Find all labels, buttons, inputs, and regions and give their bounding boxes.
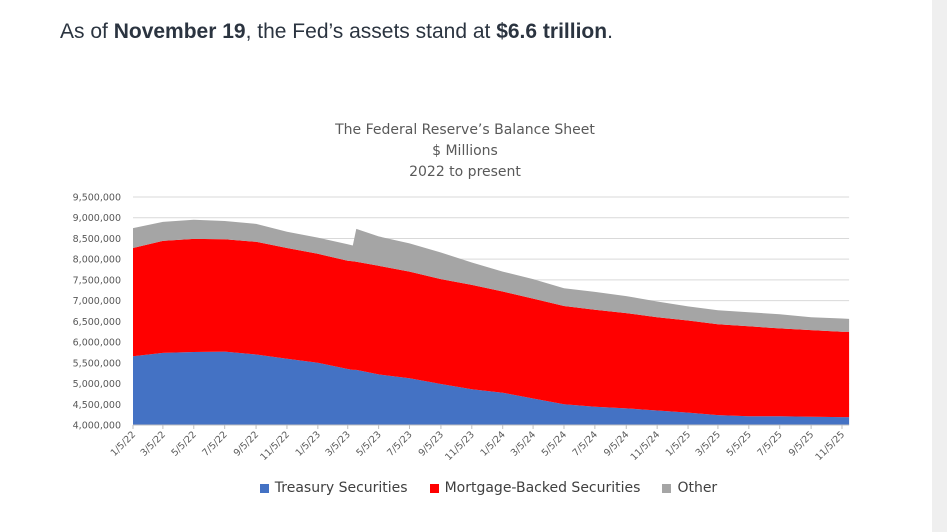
x-tick-label: 7/5/22 <box>200 429 229 458</box>
x-tick-label: 3/5/25 <box>694 429 723 458</box>
y-tick-label: 4,000,000 <box>73 421 121 432</box>
x-tick-label: 11/5/25 <box>813 429 847 463</box>
x-tick-label: 3/5/23 <box>323 429 352 458</box>
x-tick-label: 11/5/22 <box>258 429 292 463</box>
legend-item-other: Other <box>662 480 717 496</box>
x-tick-label: 9/5/25 <box>787 429 816 458</box>
chart-subtitle-units: $ Millions <box>432 143 498 159</box>
chart-subtitle-range: 2022 to present <box>409 164 521 180</box>
y-tick-label: 5,500,000 <box>73 358 121 369</box>
y-tick-label: 5,000,000 <box>73 379 121 390</box>
x-tick-label: 5/5/25 <box>725 429 754 458</box>
legend-swatch <box>662 483 672 493</box>
x-tick-label: 1/5/22 <box>109 429 138 458</box>
y-tick-label: 7,000,000 <box>73 296 121 307</box>
side-strip <box>932 0 947 532</box>
y-tick-label: 4,500,000 <box>73 400 121 411</box>
y-tick-label: 8,000,000 <box>73 255 121 266</box>
x-tick-label: 5/5/22 <box>169 429 198 458</box>
y-tick-label: 6,500,000 <box>73 317 121 328</box>
x-tick-label: 3/5/24 <box>509 429 538 458</box>
legend-label: Treasury Securities <box>274 480 408 496</box>
y-tick-label: 9,500,000 <box>73 193 121 204</box>
legend-label: Other <box>677 480 718 496</box>
x-tick-label: 7/5/25 <box>755 429 784 458</box>
x-tick-label: 9/5/22 <box>232 429 261 458</box>
x-tick-label: 1/5/24 <box>478 429 507 458</box>
x-tick-label: 9/5/23 <box>417 429 446 458</box>
legend-label: Mortgage-Backed Securities <box>444 480 641 496</box>
area-mortgage-backed-securities <box>133 238 850 418</box>
headline-suffix: . <box>607 20 613 43</box>
x-tick-label: 9/5/24 <box>602 429 631 458</box>
legend: Treasury Securities Mortgage-Backed Secu… <box>0 480 947 496</box>
x-tick-label: 5/5/24 <box>540 429 569 458</box>
headline-amount: $6.6 trillion <box>496 20 608 43</box>
y-tick-label: 7,500,000 <box>73 275 121 286</box>
x-tick-label: 3/5/22 <box>139 429 168 458</box>
legend-item-treasury: Treasury Securities <box>259 480 408 496</box>
x-tick-label: 11/5/23 <box>443 429 477 463</box>
chart-title: The Federal Reserve’s Balance Sheet <box>335 122 595 138</box>
x-tick-label: 1/5/25 <box>664 429 693 458</box>
legend-swatch <box>259 483 269 493</box>
x-tick-label: 11/5/24 <box>629 429 663 463</box>
legend-swatch <box>429 483 439 493</box>
area-other <box>133 219 850 332</box>
y-tick-label: 8,500,000 <box>73 234 121 245</box>
headline-middle: , the Fed’s assets stand at <box>245 20 497 43</box>
headline-prefix: As of <box>60 20 114 43</box>
legend-item-mbs: Mortgage-Backed Securities <box>429 480 641 496</box>
x-tick-label: 7/5/23 <box>385 429 414 458</box>
y-tick-label: 9,000,000 <box>73 213 121 224</box>
x-tick-label: 5/5/23 <box>354 429 383 458</box>
x-tick-label: 1/5/23 <box>294 429 323 458</box>
x-tick-label: 7/5/24 <box>571 429 600 458</box>
headline: As of November 19, the Fed’s assets stan… <box>60 20 613 44</box>
headline-date: November 19 <box>113 20 246 43</box>
area-treasury-securities <box>133 351 850 425</box>
y-tick-label: 6,000,000 <box>73 338 121 349</box>
